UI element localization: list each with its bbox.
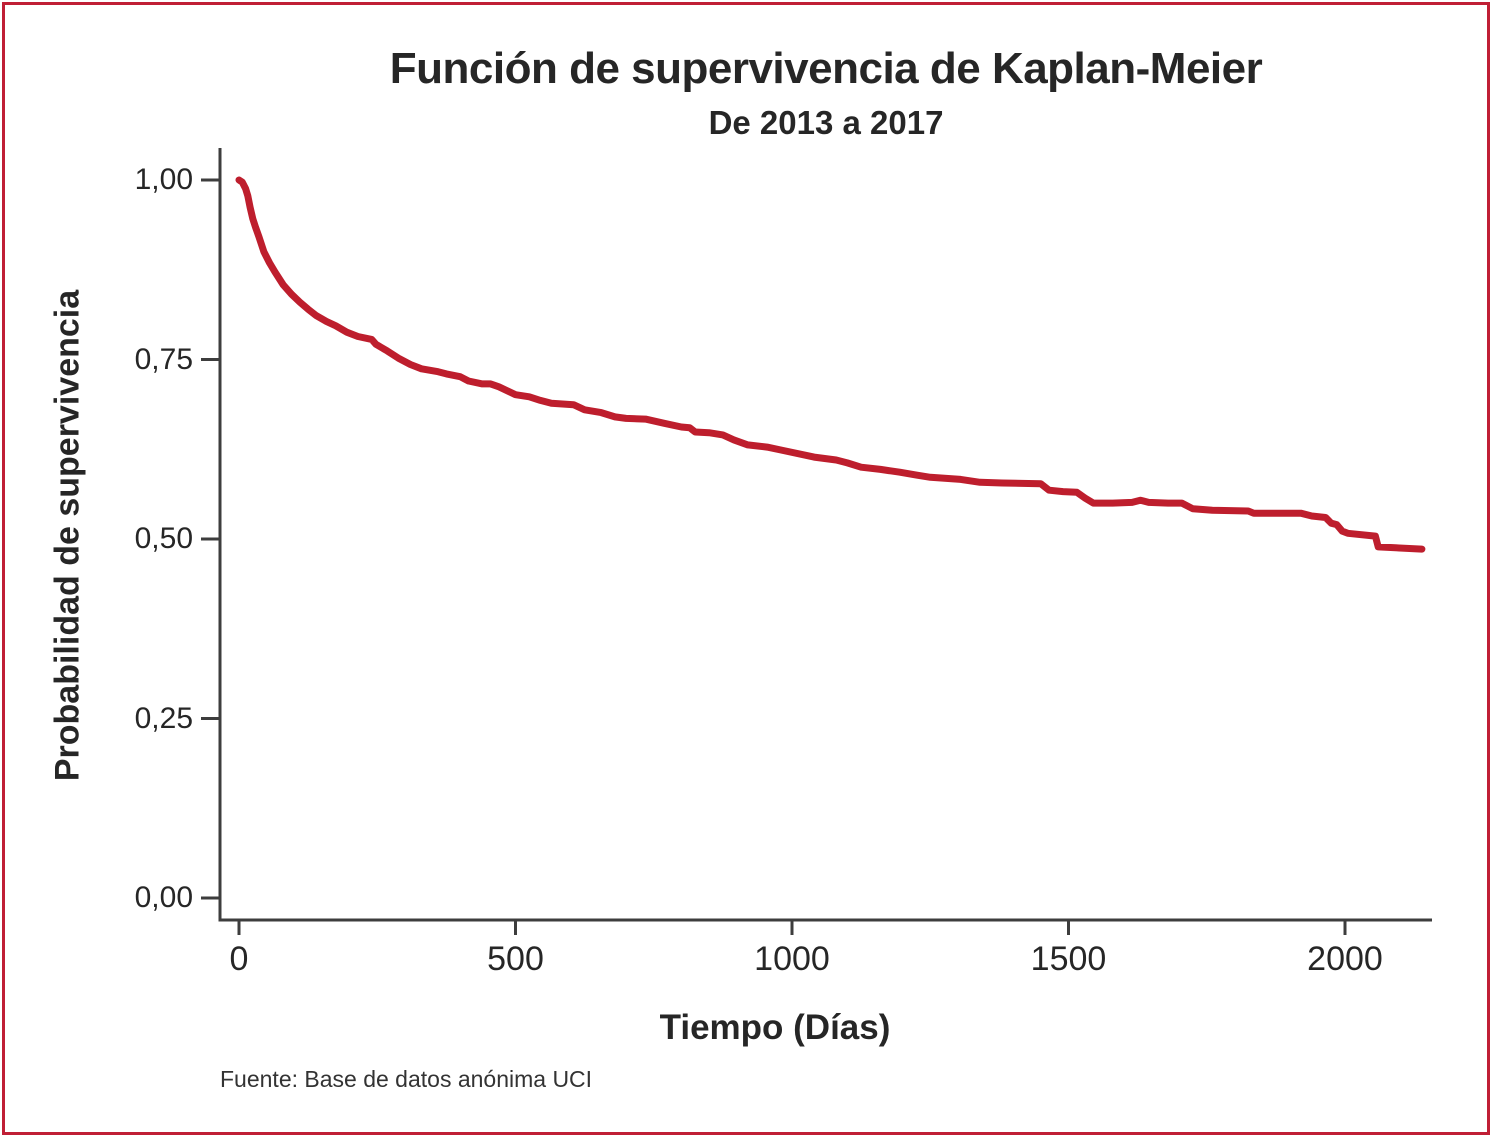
- y-tick-label: 0,00: [134, 881, 193, 914]
- y-tick-label: 0,25: [134, 701, 193, 735]
- x-tick-label: 2000: [1307, 940, 1383, 978]
- axes: [201, 148, 1432, 935]
- axis-lines: [218, 148, 1432, 922]
- y-tick-label: 0,50: [134, 522, 193, 555]
- survival-curve: [235, 176, 1426, 553]
- chart-subtitle: De 2013 a 2017: [708, 104, 944, 141]
- chart-title: Función de supervivencia de Kaplan-Meier: [389, 44, 1263, 93]
- y-axis-title: Probabilidad de supervivencia: [48, 289, 87, 782]
- source-note: Fuente: Base de datos anónima UCI: [220, 1066, 593, 1092]
- x-axis-title: Tiempo (Días): [659, 1008, 891, 1047]
- x-tick-label: 500: [487, 940, 544, 978]
- x-tick-label: 0: [229, 940, 249, 978]
- survival-curve-line: [235, 176, 1426, 553]
- x-tick-label: 1000: [754, 940, 830, 978]
- y-tick-label: 0,75: [134, 342, 193, 376]
- y-tick-label: 1,00: [134, 163, 193, 196]
- x-tick-label: 1500: [1030, 940, 1107, 978]
